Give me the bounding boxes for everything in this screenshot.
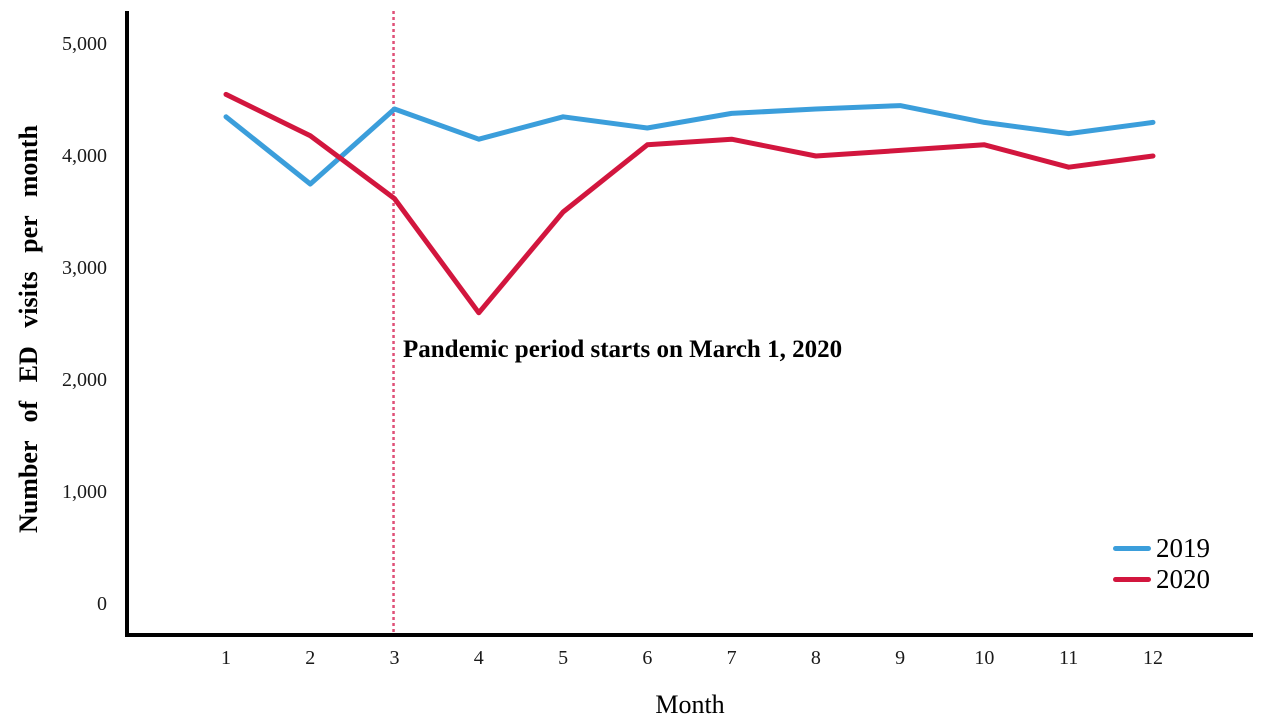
series-lines	[223, 91, 1156, 316]
x-tick-label: 4	[473, 647, 484, 669]
x-tick-label: 11	[1059, 647, 1079, 669]
x-tick-label: 9	[895, 647, 906, 669]
y-axis-title: Number of ED visits per month	[14, 125, 43, 533]
legend-line-swatch	[1113, 546, 1151, 551]
x-tick-label: 8	[810, 647, 821, 669]
legend-label: 2019	[1156, 533, 1210, 563]
series-line-2020	[223, 91, 1156, 316]
x-tick-label: 2	[305, 647, 316, 669]
y-tick-label: 1,000	[62, 481, 107, 503]
y-tick-label: 3,000	[62, 257, 107, 279]
legend-label: 2020	[1156, 564, 1210, 594]
x-tick-label: 1	[221, 647, 231, 669]
series-line-2019	[223, 103, 1156, 187]
x-tick-label: 10	[974, 647, 995, 669]
pandemic-annotation: Pandemic period starts on March 1, 2020	[403, 336, 843, 363]
legend-line-swatch	[1113, 577, 1151, 582]
y-tick-label: 5,000	[62, 33, 107, 55]
y-tick-label: 4,000	[62, 145, 107, 167]
x-axis-title: Month	[655, 690, 725, 719]
y-tick-label: 0	[97, 593, 107, 615]
legend: 2019 2020	[1113, 533, 1210, 595]
x-tick-label: 3	[389, 647, 400, 669]
x-tick-label: 12	[1142, 647, 1163, 669]
legend-entry-2019: 2019	[1113, 533, 1210, 564]
x-tick-label: 6	[642, 647, 653, 669]
y-tick-label: 2,000	[62, 369, 107, 391]
x-tick-label: 5	[558, 647, 569, 669]
x-tick-label: 7	[726, 647, 737, 669]
legend-entry-2020: 2020	[1113, 564, 1210, 595]
axes	[125, 11, 1253, 637]
